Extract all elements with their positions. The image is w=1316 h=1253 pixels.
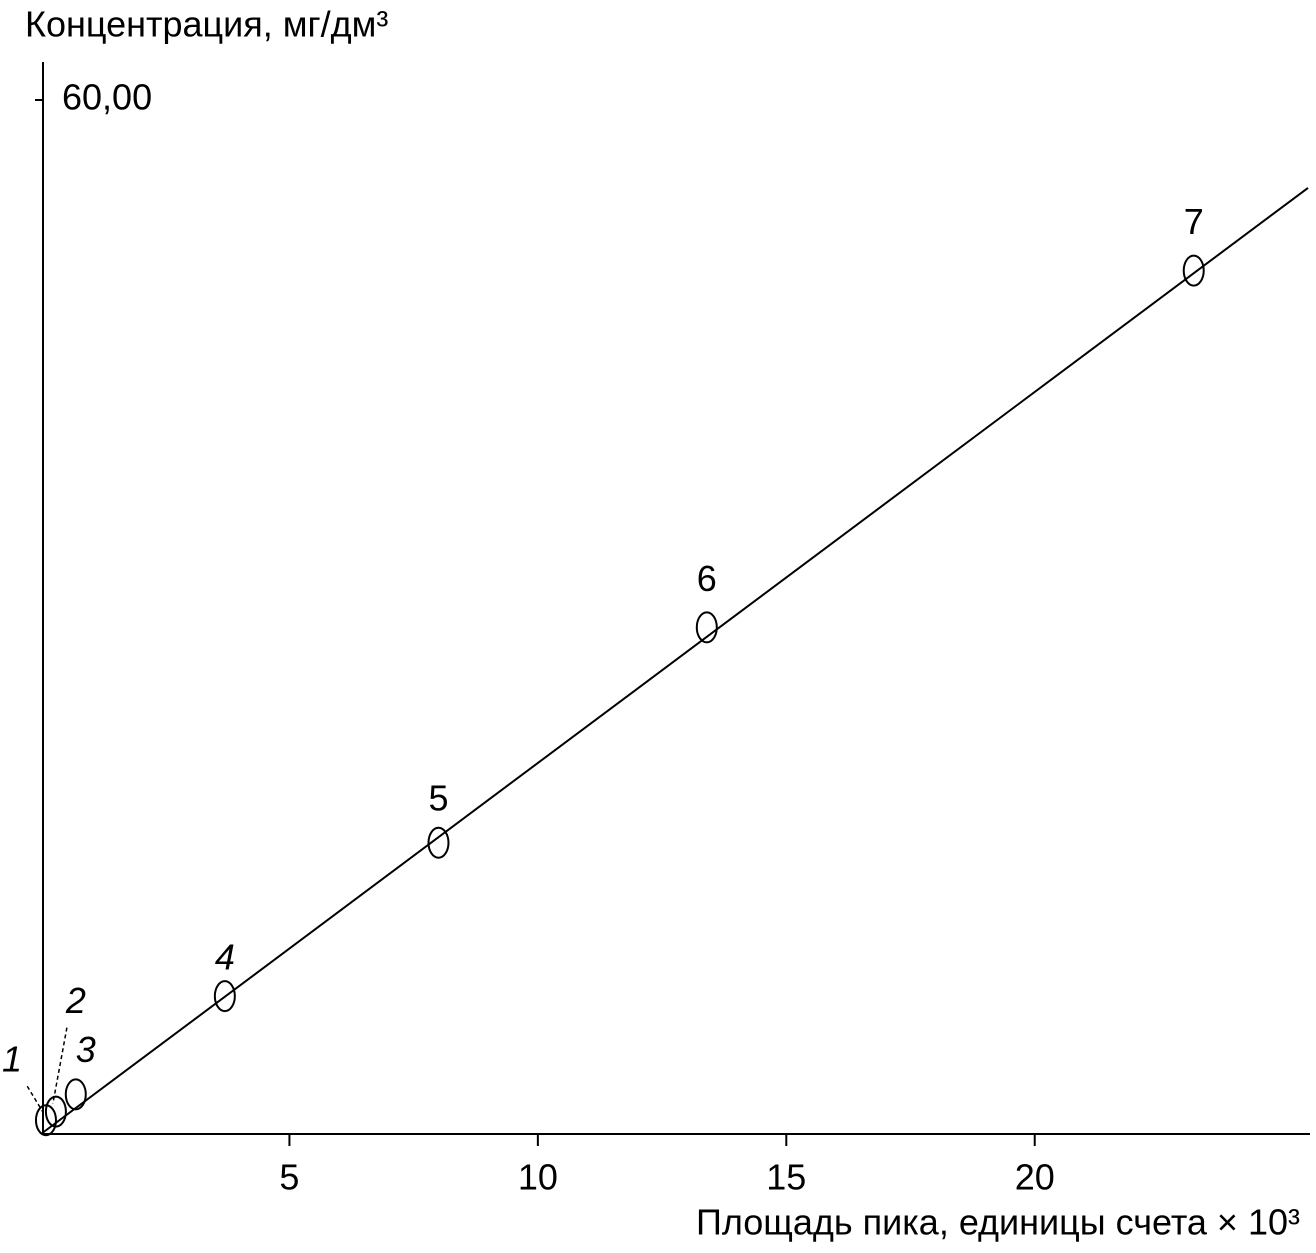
point-label: 7 <box>1184 201 1204 242</box>
x-tick-label: 15 <box>766 1157 806 1198</box>
point <box>213 980 236 1013</box>
point-label: 2 <box>65 980 86 1021</box>
point-label: 5 <box>428 777 448 818</box>
y-axis-title: Концентрация, мг/дм³ <box>25 4 388 45</box>
point-label: 4 <box>215 937 235 978</box>
x-tick-label: 10 <box>518 1157 558 1198</box>
point-label: 6 <box>697 558 717 599</box>
x-tick-label: 5 <box>279 1157 299 1198</box>
leader-line <box>52 1027 68 1104</box>
point <box>64 1078 87 1111</box>
leader-line <box>26 1085 44 1113</box>
fit-line <box>40 187 1309 1135</box>
point-label: 3 <box>76 1029 96 1070</box>
point <box>1182 254 1205 287</box>
point-label: 1 <box>2 1039 22 1080</box>
point <box>427 826 450 859</box>
point <box>695 611 718 644</box>
y-tick-label: 60,00 <box>62 77 152 118</box>
x-axis-title: Площадь пика, единицы счета × 10³ <box>696 1202 1300 1243</box>
point <box>44 1095 67 1128</box>
x-tick-label: 20 <box>1015 1157 1055 1198</box>
